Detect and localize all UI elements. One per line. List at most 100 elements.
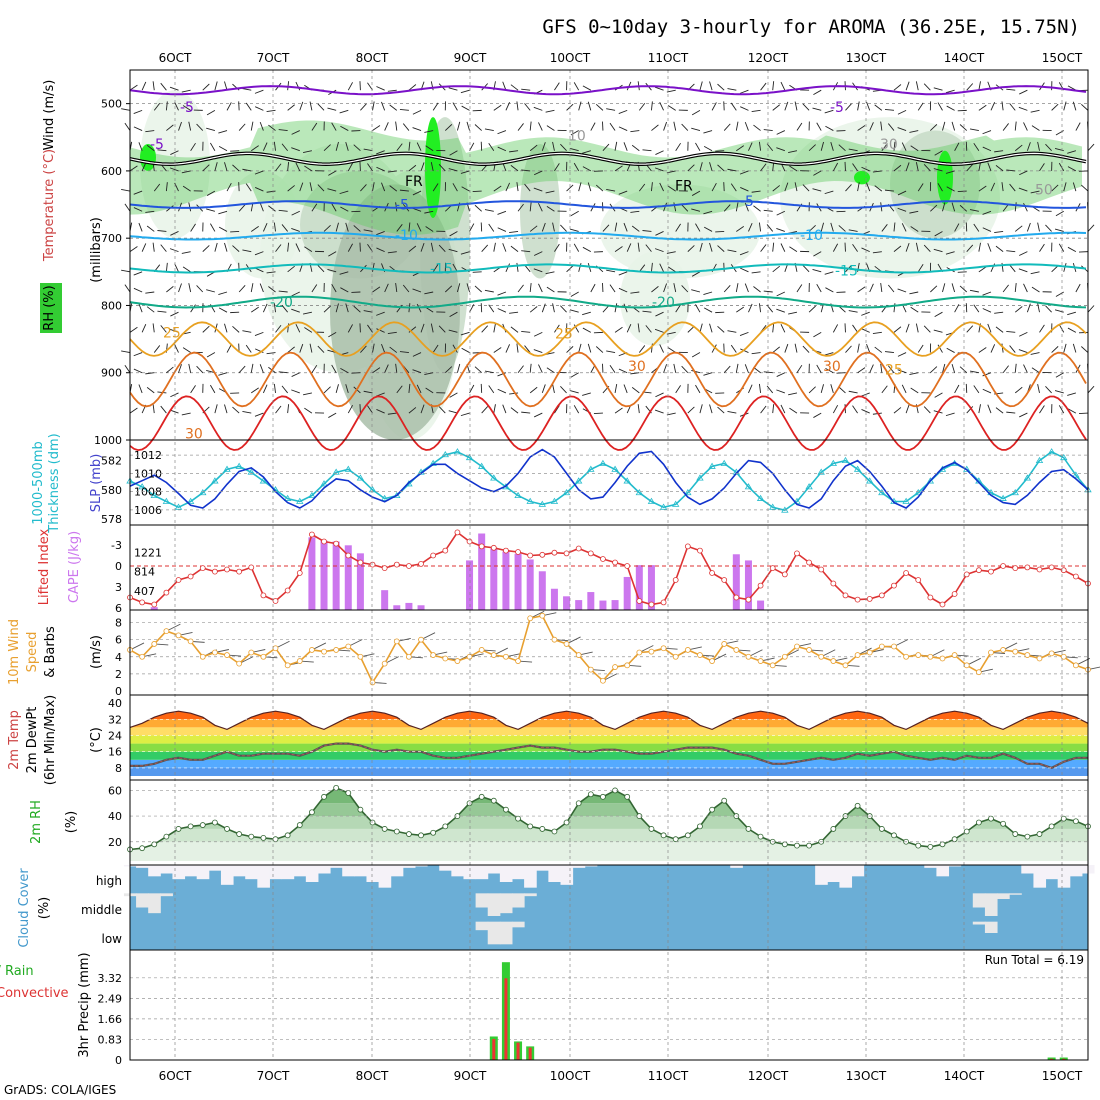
cloud-clear-cell [281, 865, 295, 880]
data-point [587, 791, 594, 798]
wind-barb [789, 407, 798, 414]
wind-barb [497, 146, 507, 152]
data-point [248, 833, 255, 840]
wind-barb [529, 306, 538, 313]
data-point [612, 664, 618, 670]
wind-barb [687, 325, 695, 333]
wind-barb [438, 164, 446, 172]
wind-barb [744, 202, 749, 212]
data-point [733, 647, 740, 653]
data-point [563, 819, 570, 826]
wind-barb [502, 243, 507, 252]
cloud-clear-cell [1057, 865, 1071, 888]
data-point [951, 652, 958, 658]
data-point [878, 592, 885, 599]
cloud-clear-cell [366, 865, 380, 882]
cloud-level-label: middle [81, 903, 122, 917]
wind-barb [667, 105, 676, 111]
precip-tick-label: 0 [115, 1054, 122, 1067]
cloud-clear-cell [439, 865, 452, 871]
data-point [988, 568, 994, 575]
wind-barb [224, 323, 228, 333]
wind-barb [614, 141, 618, 151]
wind-barb [291, 210, 300, 216]
date-label-top: 12OCT [748, 51, 789, 65]
wind-barb [505, 344, 511, 353]
wind-barb [880, 121, 883, 131]
wind-barb [917, 264, 924, 273]
cloud-clear-cell [584, 865, 598, 867]
data-point [914, 488, 922, 496]
wind-barb [317, 184, 325, 192]
wind-barb [654, 167, 664, 172]
data-point [1024, 564, 1031, 571]
wind-barb [881, 224, 888, 232]
wind-barb [618, 287, 628, 293]
temp-band [130, 767, 1088, 776]
data-point [406, 653, 412, 660]
wind-barb [517, 123, 524, 131]
wind-barb [923, 244, 931, 252]
wind-barb [897, 127, 907, 131]
data-point [369, 819, 376, 826]
wind-barb [250, 363, 254, 373]
data-point [429, 459, 437, 466]
data-point [418, 832, 424, 839]
wind-barb [384, 122, 389, 131]
wind-barb [360, 184, 367, 192]
data-point [684, 543, 691, 550]
wind-barb [973, 304, 980, 313]
wind-barb [408, 222, 411, 232]
wind-barb [302, 150, 312, 154]
wind-barb [663, 364, 668, 373]
wind-barb [766, 385, 774, 394]
cloud-clear-cell [172, 865, 186, 880]
wind-barb [291, 372, 300, 377]
wind-barb [905, 323, 910, 333]
wind-barb [395, 121, 398, 131]
wind-barb [802, 264, 810, 273]
wind-barb [897, 109, 907, 115]
wind-barb [533, 251, 543, 256]
data-point [927, 653, 934, 660]
wind-barb [395, 283, 398, 293]
wind-barb [1058, 243, 1065, 252]
wind-barb [857, 125, 866, 131]
wind-barb [982, 210, 992, 215]
wind-barb [152, 404, 155, 414]
wind-barb [376, 409, 385, 414]
data-point [697, 652, 703, 658]
wind-barb [1067, 408, 1077, 414]
wind-barb [1058, 162, 1065, 172]
data-point [272, 598, 279, 604]
wind-barb [266, 352, 276, 355]
data-point [393, 638, 400, 645]
wind-barb [182, 185, 191, 192]
wind-barb [1019, 170, 1028, 176]
ylabel-lifted: Lifted Index [37, 528, 52, 605]
wind-barb [717, 325, 725, 333]
wind-barb [848, 148, 858, 152]
wind-barb [497, 388, 507, 394]
wind-barb [420, 243, 425, 252]
wind-barb [347, 162, 353, 172]
wind-barb [420, 323, 425, 333]
wind-barb [910, 306, 919, 313]
wind-barb [739, 251, 749, 256]
wind-barb [930, 204, 938, 212]
wind-barb [630, 210, 640, 213]
wind-barb [242, 410, 252, 414]
wind-barb [796, 364, 803, 373]
cloud-clear-cell [1033, 865, 1047, 888]
wind-barb [133, 352, 143, 357]
wind-barb [502, 81, 507, 91]
data-point [697, 547, 703, 554]
wind-barb [739, 331, 749, 336]
wind-barb [638, 183, 646, 192]
cape-bar [744, 560, 752, 610]
data-point [260, 592, 267, 599]
data-point [806, 647, 812, 653]
contour-label: 30 [823, 359, 841, 375]
wind-barb [717, 406, 725, 414]
wind-barb [623, 384, 628, 394]
